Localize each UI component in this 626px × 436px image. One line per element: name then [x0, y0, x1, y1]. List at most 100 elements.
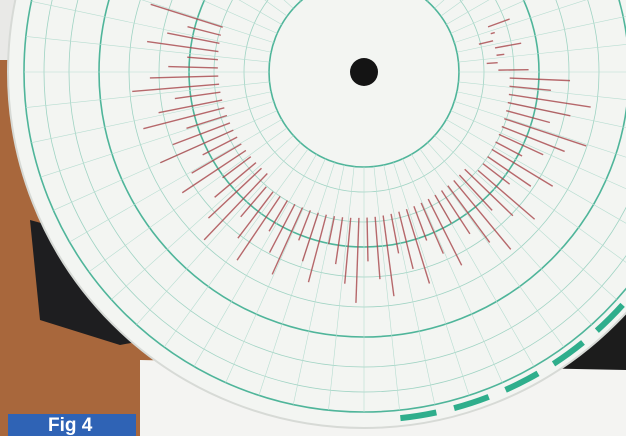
radial-grid	[458, 44, 626, 63]
recorded-trace	[498, 133, 544, 156]
radial-grid	[40, 101, 274, 178]
recorded-trace	[187, 56, 218, 61]
recorded-trace	[271, 207, 304, 275]
edge-band	[453, 394, 490, 412]
tachograph-disc	[7, 0, 626, 429]
caption-box: Fig 4	[8, 414, 136, 436]
recorded-trace	[132, 83, 220, 93]
recorded-trace	[191, 143, 242, 174]
radial-grid	[293, 164, 345, 405]
recorded-trace	[495, 141, 523, 157]
recorded-trace	[187, 26, 222, 36]
recorded-trace	[453, 180, 512, 250]
recorded-trace	[344, 217, 352, 284]
recorded-trace	[158, 99, 223, 114]
recorded-trace	[147, 40, 219, 53]
recorded-trace	[327, 216, 336, 245]
recorded-trace	[491, 148, 554, 187]
recorded-trace	[413, 205, 428, 241]
recorded-trace	[390, 213, 400, 254]
recorded-trace	[398, 211, 414, 270]
recorded-trace	[496, 53, 505, 56]
radial-grid	[458, 81, 626, 100]
edge-band	[400, 409, 437, 422]
recorded-trace	[202, 136, 238, 156]
recorded-trace	[150, 3, 223, 28]
radial-grid	[456, 91, 626, 128]
radial-grid	[25, 81, 270, 108]
recorded-trace	[490, 31, 495, 35]
radial-grid	[373, 166, 400, 411]
recorded-trace	[366, 217, 369, 262]
recorded-trace	[420, 202, 444, 254]
radial-grid	[31, 1, 272, 53]
radial-grid	[193, 154, 317, 367]
radial-grid	[446, 119, 626, 224]
radial-grid	[201, 0, 278, 34]
radial-grid	[450, 110, 626, 189]
recorded-trace	[506, 109, 551, 124]
edge-band	[551, 340, 585, 367]
recorded-trace	[143, 107, 225, 130]
radial-grid	[258, 162, 335, 396]
recorded-trace	[236, 195, 281, 261]
recorded-trace	[478, 40, 494, 45]
recorded-trace	[222, 156, 252, 179]
recorded-trace	[494, 42, 522, 49]
radial-grid	[141, 0, 274, 43]
radial-grid	[69, 119, 282, 243]
recorded-trace	[405, 208, 431, 284]
radial-grid	[88, 127, 288, 273]
radial-grid	[434, 135, 617, 300]
edge-band	[594, 302, 625, 333]
recorded-trace	[458, 174, 493, 211]
recorded-trace	[508, 93, 591, 108]
recorded-trace	[477, 169, 536, 220]
center-hole	[350, 58, 378, 86]
recorded-trace	[482, 163, 511, 185]
radial-grid	[383, 164, 435, 405]
radial-grid	[411, 154, 535, 367]
recorded-trace	[207, 167, 262, 219]
recorded-trace	[382, 215, 395, 297]
recorded-trace	[507, 101, 571, 117]
recorded-trace	[334, 217, 344, 265]
radial-grid	[393, 162, 470, 396]
recorded-trace	[355, 217, 360, 303]
recorded-trace	[186, 114, 228, 129]
radial-grid	[328, 166, 355, 411]
recorded-trace	[174, 91, 221, 100]
recorded-trace	[374, 216, 381, 280]
radial-grid	[446, 0, 490, 25]
recorded-trace	[159, 129, 234, 164]
radial-grid	[238, 0, 282, 25]
recorded-trace	[501, 125, 565, 153]
radial-grid	[419, 148, 565, 348]
recorded-trace	[464, 168, 514, 217]
recorded-trace	[203, 173, 268, 241]
recorded-trace	[237, 191, 274, 239]
radial-grid	[427, 142, 592, 325]
recorded-trace	[268, 200, 288, 232]
radial-grid	[111, 135, 294, 300]
radial-grid	[136, 142, 301, 325]
recorded-trace	[487, 156, 532, 187]
recorded-trace	[240, 186, 267, 218]
recorded-trace	[181, 149, 247, 194]
recorded-trace	[167, 32, 220, 45]
recorded-trace	[447, 185, 491, 243]
radial-grid	[440, 127, 626, 263]
radial-grid	[456, 16, 626, 53]
recorded-trace	[504, 117, 587, 147]
radial-grid	[163, 148, 309, 348]
recorded-trace	[509, 77, 571, 82]
recorded-trace	[268, 203, 296, 253]
radial-grid	[25, 36, 270, 63]
edge-band	[504, 370, 540, 393]
radial-grid	[454, 0, 587, 43]
recorded-trace	[427, 198, 463, 266]
recorded-trace	[172, 122, 231, 146]
recorded-trace	[487, 18, 510, 28]
